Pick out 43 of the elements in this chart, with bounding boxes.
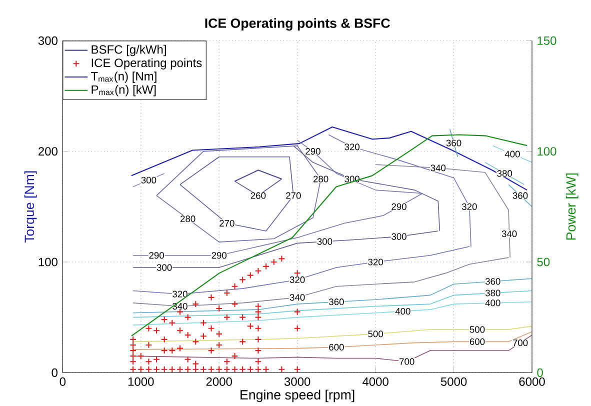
annotation: 360 xyxy=(485,278,500,285)
x-tick-label: 6000 xyxy=(519,377,545,386)
annotation: 280 xyxy=(313,176,328,182)
legend-label: BSFC [g/kWh] xyxy=(92,44,166,56)
y2-tick-label: 50 xyxy=(537,258,550,266)
chart-title: ICE Operating points & BSFC xyxy=(205,18,390,31)
x-tick-label: 2000 xyxy=(206,377,232,386)
annotation: 400 xyxy=(485,300,500,306)
annotation: 380 xyxy=(497,170,512,177)
annotation: 340 xyxy=(502,230,517,238)
x-axis-title: Engine speed [rpm] xyxy=(240,390,354,402)
annotation: 300 xyxy=(156,264,172,271)
annotation: 270 xyxy=(286,192,301,199)
annotation: 600 xyxy=(470,338,485,345)
annotation: 290 xyxy=(149,252,164,259)
legend-label: P$_{max}$(n) [kW] xyxy=(92,85,156,96)
annotation: 320 xyxy=(462,203,477,210)
y2-tick-label: 150 xyxy=(538,36,556,45)
x-tick-label: 1000 xyxy=(128,377,154,386)
x-tick-label: 3000 xyxy=(284,377,310,386)
annotation: 400 xyxy=(504,150,520,158)
annotation: 380 xyxy=(485,290,500,296)
x-tick-label: 0 xyxy=(60,377,66,386)
annotation: 360 xyxy=(446,140,462,146)
annotation: 500 xyxy=(470,326,485,333)
x-tick-label: 5000 xyxy=(440,377,467,386)
annotation: 280 xyxy=(180,216,196,222)
annotation: 360 xyxy=(329,298,344,306)
annotation: 700 xyxy=(512,339,528,346)
y-tick-label: 0 xyxy=(52,368,58,377)
y-tick-label: 100 xyxy=(38,258,58,266)
y2-tick-label: 0 xyxy=(537,368,543,377)
y-tick-label: 200 xyxy=(38,147,58,156)
y2-tick-label: 100 xyxy=(538,147,556,156)
annotation: 360 xyxy=(512,192,528,199)
y2-axis-title: Power [kW] xyxy=(566,174,578,240)
annotation: 300 xyxy=(317,238,332,245)
y-tick-label: 300 xyxy=(38,36,58,45)
x-tick-label: 4000 xyxy=(362,377,388,386)
legend-label: ICE Operating points xyxy=(92,58,202,70)
legend-label: T$_{max}$(n) [Nm] xyxy=(91,72,156,83)
y-axis-title: Torque [Nm] xyxy=(24,171,37,243)
annotation: 400 xyxy=(395,308,410,315)
